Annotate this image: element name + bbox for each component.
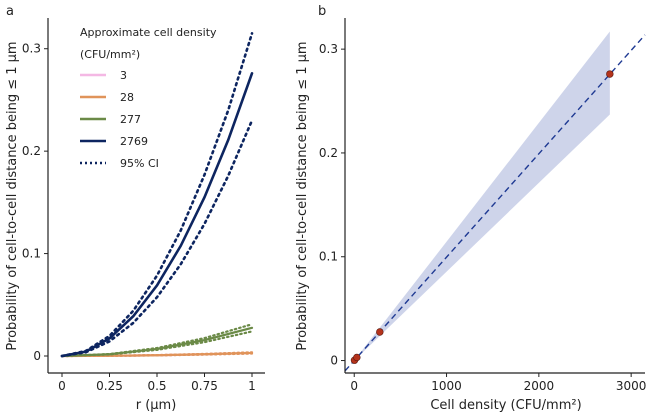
panel-b-letter: b: [318, 4, 326, 19]
panel-b-plot: [344, 31, 646, 372]
series-277-ci-high: [60, 323, 254, 358]
panel-a-letter: a: [6, 4, 14, 19]
legend-label-28: 28: [120, 91, 134, 104]
legend-entry-277: 277: [80, 113, 141, 126]
fit-line: [344, 34, 646, 372]
panel-a-y-tick-label: 0: [33, 349, 41, 363]
panel-b-x-tick-label: 1000: [431, 379, 462, 393]
panel-a-x-title: r (μm): [136, 398, 177, 413]
legend-label-3: 3: [120, 69, 127, 82]
panel-a-y-tick-label: 0.2: [22, 144, 41, 158]
data-point: [606, 70, 614, 78]
panel-a-y-title: Probability of cell-to-cell distance bei…: [5, 41, 20, 350]
data-point: [353, 353, 361, 362]
panel-a-x-tick-label: 0.25: [96, 379, 123, 393]
panel-a-axes: [47, 18, 265, 374]
panel-b-axes: [344, 18, 645, 374]
legend-label-277: 277: [120, 113, 141, 126]
panel-b-y-tick-label: 0.3: [319, 42, 338, 56]
panel-b-y-tick-label: 0.2: [319, 146, 338, 160]
legend-entry-3: 3: [80, 69, 127, 82]
panel-a-y-tick-label: 0.3: [22, 42, 41, 56]
legend-label-ci: 95% CI: [120, 157, 159, 170]
panel-a-legend: Approximate cell density (CFU/mm²) 3 28 …: [80, 26, 217, 170]
panel-b-y-tick-label: 0.1: [319, 250, 338, 264]
panel-a-ticks: 0 0.25 0.5 0.75 1 0 0.1 0.2 0.3: [22, 42, 256, 393]
panel-b-ticks: 0 1000 2000 3000 0 0.1 0.2 0.3: [319, 42, 647, 393]
legend-entry-ci: 95% CI: [80, 157, 159, 170]
legend-title: Approximate cell density: [80, 26, 217, 39]
panel-a-y-tick-label: 0.1: [22, 247, 41, 261]
panel-b-y-tick-label: 0: [330, 354, 338, 368]
panel-b-x-tick-label: 0: [350, 379, 358, 393]
series-2769-ci-low: [60, 119, 254, 358]
legend-label-2769: 2769: [120, 135, 148, 148]
panel-a: a 0 0.25 0.5 0.75 1 0 0.1 0.2 0.3 r (μm) Probabi…: [5, 4, 265, 413]
panel-a-x-tick-label: 0: [58, 379, 66, 393]
series-2769-line: [60, 72, 254, 358]
data-point: [376, 328, 384, 336]
panel-b-x-tick-label: 3000: [616, 379, 647, 393]
legend-subtitle: (CFU/mm²): [80, 48, 140, 61]
legend-entry-28: 28: [80, 91, 134, 104]
ci-band: [354, 31, 610, 361]
series-277-line: [60, 326, 254, 358]
legend-entry-2769: 2769: [80, 135, 148, 148]
panel-a-series: [60, 32, 254, 358]
panel-b: b 0 1000 2000 3000 0 0.1 0.2 0.3 Cell density (…: [295, 4, 646, 413]
panel-b-x-tick-label: 2000: [524, 379, 555, 393]
series-2769-ci-high: [60, 32, 254, 358]
panel-a-x-tick-label: 0.5: [147, 379, 166, 393]
panel-a-x-tick-label: 1: [248, 379, 256, 393]
panel-b-x-title: Cell density (CFU/mm²): [430, 398, 581, 413]
panel-b-y-title: Probability of cell-to-cell distance bei…: [295, 41, 310, 350]
panel-a-x-tick-label: 0.75: [191, 379, 218, 393]
